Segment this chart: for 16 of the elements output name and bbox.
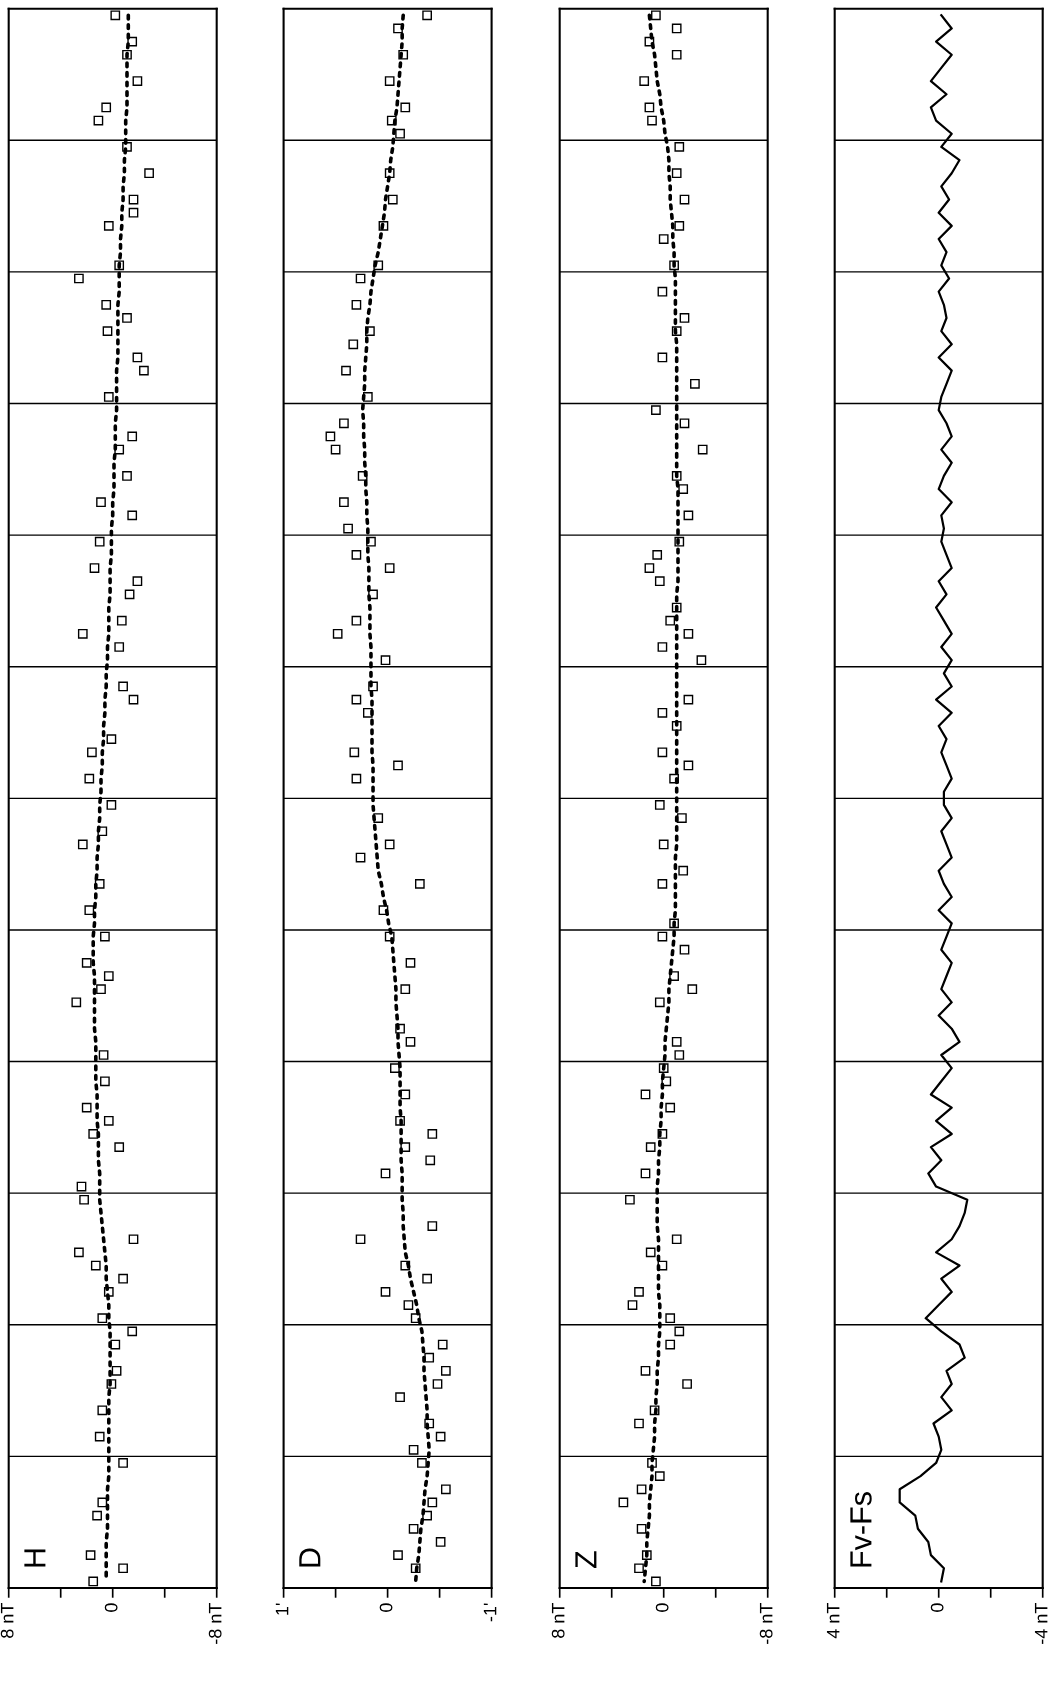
x-tick-label: -8 nT [759, 1602, 773, 1644]
x-tick-label: 8 nT [0, 1602, 14, 1638]
x-tick-label: 0 [930, 1603, 944, 1612]
x-tick-label: 1' [275, 1603, 289, 1615]
x-tick-label: 0 [655, 1603, 669, 1612]
x-tick-label: -8 nT [208, 1602, 222, 1644]
text: H [24, 1549, 46, 1567]
x-tick-label: -4 nT [1034, 1602, 1048, 1644]
x-tick-label: 0 [104, 1603, 118, 1612]
x-tick-label: -1' [483, 1603, 497, 1622]
text: Z [575, 1551, 597, 1569]
x-tick-label: 4 nT [826, 1602, 840, 1639]
x-tick-label: 0 [379, 1603, 393, 1612]
text: D [299, 1548, 321, 1567]
text: Fv-Fs [850, 1492, 872, 1567]
x-tick-label: 8 nT [551, 1602, 565, 1638]
